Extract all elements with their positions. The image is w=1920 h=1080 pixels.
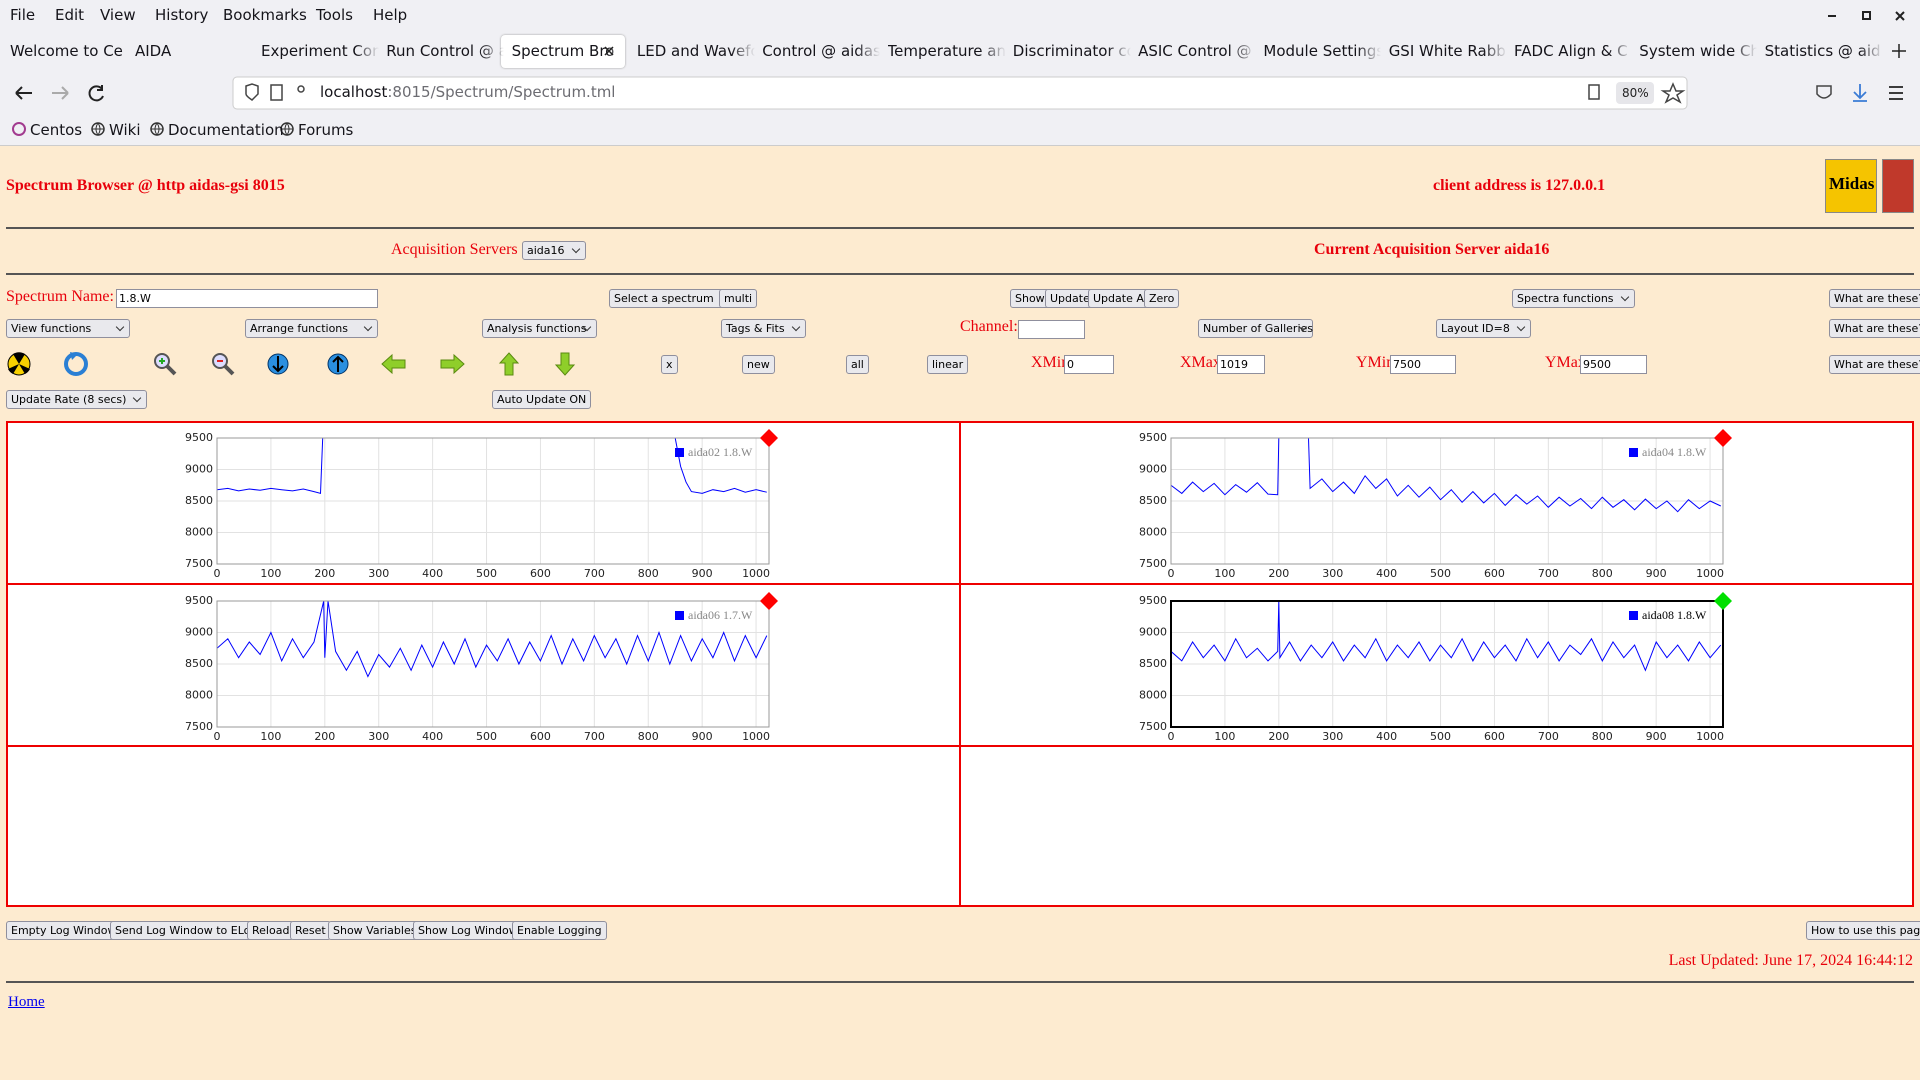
y-tick-label: 8500 xyxy=(1139,657,1167,670)
spectrum-line xyxy=(217,601,767,677)
y-tick-label: 8500 xyxy=(185,657,213,670)
legend-label: aida06 1.7.W xyxy=(688,608,753,622)
spectrum-line xyxy=(217,438,767,493)
footer-button[interactable]: Show Log Window xyxy=(413,921,523,940)
how-to-button[interactable]: How to use this page xyxy=(1806,921,1920,940)
x-tick-label: 100 xyxy=(260,567,281,580)
footer-button[interactable]: Empty Log Window xyxy=(6,921,121,940)
x-tick-label: 600 xyxy=(1484,567,1505,580)
y-tick-label: 8500 xyxy=(1139,494,1167,507)
x-tick-label: 0 xyxy=(1168,567,1175,580)
y-tick-label: 9500 xyxy=(1139,431,1167,444)
spectrum-plot: 0 100 200 300 400 500 600 700 800 900 1000 7500 8000… xyxy=(185,592,778,743)
legend-swatch xyxy=(1629,448,1638,457)
x-tick-label: 1000 xyxy=(1696,730,1724,743)
footer-button[interactable]: Reload xyxy=(247,921,294,940)
status-marker xyxy=(1714,592,1732,610)
x-tick-label: 900 xyxy=(1646,730,1667,743)
spectrum-plot: 0 100 200 300 400 500 600 700 800 900 1000 7500 8000… xyxy=(1139,592,1732,743)
status-marker xyxy=(1714,429,1732,447)
x-tick-label: 700 xyxy=(1538,567,1559,580)
legend-label: aida08 1.8.W xyxy=(1642,608,1707,622)
divider xyxy=(6,981,1914,983)
x-tick-label: 500 xyxy=(476,567,497,580)
x-tick-label: 1000 xyxy=(1696,567,1724,580)
spectrum-line xyxy=(1171,601,1721,670)
x-tick-label: 900 xyxy=(692,730,713,743)
x-tick-label: 400 xyxy=(1376,567,1397,580)
legend-swatch xyxy=(675,611,684,620)
x-tick-label: 300 xyxy=(1322,730,1343,743)
x-tick-label: 300 xyxy=(368,730,389,743)
legend-swatch xyxy=(675,448,684,457)
y-tick-label: 8000 xyxy=(1139,689,1167,702)
x-tick-label: 400 xyxy=(422,730,443,743)
x-tick-label: 300 xyxy=(368,567,389,580)
y-tick-label: 9500 xyxy=(185,594,213,607)
x-tick-label: 1000 xyxy=(742,567,770,580)
x-tick-label: 600 xyxy=(530,567,551,580)
y-tick-label: 8000 xyxy=(185,526,213,539)
y-tick-label: 7500 xyxy=(1139,720,1167,733)
y-tick-label: 8000 xyxy=(1139,526,1167,539)
y-tick-label: 9000 xyxy=(185,463,213,476)
x-tick-label: 800 xyxy=(1592,730,1613,743)
footer-button[interactable]: Show Variables xyxy=(328,921,421,940)
y-tick-label: 8000 xyxy=(185,689,213,702)
spectrum-plot: 0 100 200 300 400 500 600 700 800 900 1000 7500 8000… xyxy=(185,429,778,580)
x-tick-label: 200 xyxy=(1268,730,1289,743)
x-tick-label: 900 xyxy=(692,567,713,580)
x-tick-label: 800 xyxy=(638,567,659,580)
x-tick-label: 300 xyxy=(1322,567,1343,580)
footer-button[interactable]: Enable Logging xyxy=(512,921,607,940)
x-tick-label: 0 xyxy=(1168,730,1175,743)
x-tick-label: 0 xyxy=(214,567,221,580)
footer-button[interactable]: Send Log Window to ELog xyxy=(110,921,262,940)
status-marker xyxy=(760,429,778,447)
x-tick-label: 700 xyxy=(584,567,605,580)
home-link[interactable]: Home xyxy=(8,994,45,1011)
y-tick-label: 9500 xyxy=(185,431,213,444)
x-tick-label: 200 xyxy=(314,730,335,743)
legend-label: aida04 1.8.W xyxy=(1642,445,1707,459)
x-tick-label: 200 xyxy=(1268,567,1289,580)
x-tick-label: 500 xyxy=(1430,730,1451,743)
x-tick-label: 500 xyxy=(1430,567,1451,580)
x-tick-label: 800 xyxy=(638,730,659,743)
x-tick-label: 100 xyxy=(1214,567,1235,580)
x-tick-label: 1000 xyxy=(742,730,770,743)
footer-button[interactable]: Reset xyxy=(290,921,331,940)
x-tick-label: 800 xyxy=(1592,567,1613,580)
status-marker xyxy=(760,592,778,610)
x-tick-label: 500 xyxy=(476,730,497,743)
y-tick-label: 7500 xyxy=(185,557,213,570)
x-tick-label: 200 xyxy=(314,567,335,580)
x-tick-label: 0 xyxy=(214,730,221,743)
x-tick-label: 400 xyxy=(1376,730,1397,743)
y-tick-label: 9500 xyxy=(1139,594,1167,607)
x-tick-label: 700 xyxy=(584,730,605,743)
x-tick-label: 700 xyxy=(1538,730,1559,743)
x-tick-label: 600 xyxy=(530,730,551,743)
last-updated: Last Updated: June 17, 2024 16:44:12 xyxy=(1669,952,1913,970)
spectrum-plot: 0 100 200 300 400 500 600 700 800 900 1000 7500 8000… xyxy=(1139,429,1732,580)
x-tick-label: 400 xyxy=(422,567,443,580)
legend-swatch xyxy=(1629,611,1638,620)
x-tick-label: 600 xyxy=(1484,730,1505,743)
y-tick-label: 9000 xyxy=(185,626,213,639)
y-tick-label: 9000 xyxy=(1139,626,1167,639)
y-tick-label: 7500 xyxy=(1139,557,1167,570)
x-tick-label: 100 xyxy=(260,730,281,743)
x-tick-label: 900 xyxy=(1646,567,1667,580)
x-tick-label: 100 xyxy=(1214,730,1235,743)
y-tick-label: 8500 xyxy=(185,494,213,507)
legend-label: aida02 1.8.W xyxy=(688,445,753,459)
y-tick-label: 7500 xyxy=(185,720,213,733)
y-tick-label: 9000 xyxy=(1139,463,1167,476)
